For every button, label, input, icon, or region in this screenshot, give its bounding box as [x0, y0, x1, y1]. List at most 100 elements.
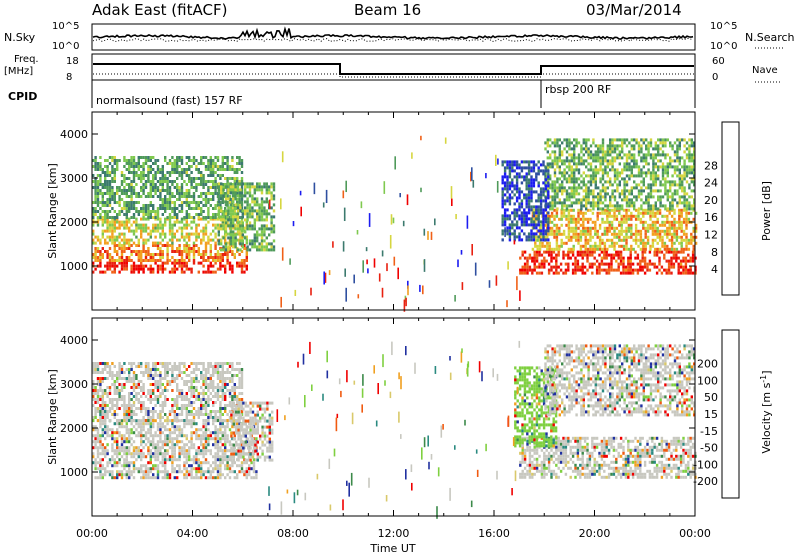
data-cell [634, 235, 638, 239]
data-cell [596, 214, 599, 218]
data-cell [613, 226, 616, 230]
data-cell [190, 220, 193, 224]
data-cell [178, 156, 181, 159]
data-cell [606, 217, 609, 221]
data-cell [173, 207, 176, 210]
data-cell [618, 195, 621, 199]
data-cell [204, 229, 208, 233]
data-cell [132, 189, 136, 192]
data-cell [152, 259, 155, 262]
data-cell [176, 437, 179, 441]
data-cell [542, 223, 545, 227]
data-cell [603, 253, 606, 257]
data-cell [240, 180, 244, 183]
data-cell [611, 183, 614, 187]
data-cell [104, 216, 107, 219]
data-cell [666, 198, 669, 202]
data-cell [555, 262, 558, 266]
data-cell [630, 226, 633, 230]
data-cell [96, 256, 100, 259]
data-cell [125, 446, 128, 450]
data-cell [132, 467, 136, 471]
data-cell [190, 458, 193, 462]
data-cell [565, 156, 569, 160]
data-cell [197, 207, 200, 210]
data-cell [135, 267, 138, 271]
data-cell [195, 189, 198, 192]
data-cell [501, 205, 504, 209]
data-cell [685, 204, 689, 208]
data-cell [224, 221, 228, 225]
data-cell [234, 239, 237, 243]
data-cell [457, 259, 459, 268]
data-cell [207, 422, 210, 426]
data-cell [270, 206, 273, 210]
data-cell [630, 201, 633, 205]
data-cell [599, 159, 602, 163]
data-cell [140, 476, 143, 480]
data-cell [120, 174, 124, 177]
data-cell [212, 171, 215, 174]
data-cell [561, 201, 564, 205]
data-cell [634, 241, 638, 245]
data-cell [212, 229, 215, 233]
data-cell [144, 174, 148, 177]
data-cell [231, 165, 234, 168]
data-cell [585, 138, 588, 142]
data-cell [501, 238, 504, 242]
data-cell [239, 188, 242, 192]
data-cell [188, 446, 191, 450]
data-cell [694, 229, 698, 233]
data-cell [680, 241, 683, 245]
data-cell [207, 210, 210, 213]
data-cell [613, 214, 616, 218]
data-cell [604, 189, 607, 193]
data-cell [567, 232, 571, 236]
data-cell [560, 241, 563, 245]
data-cell [236, 238, 239, 242]
data-cell [630, 211, 633, 215]
data-cell [641, 250, 644, 254]
data-cell [192, 419, 196, 423]
data-cell [682, 250, 685, 254]
data-cell [600, 250, 604, 254]
data-cell [673, 226, 676, 230]
data-cell [656, 226, 659, 230]
data-cell [531, 247, 535, 251]
data-cell [209, 238, 212, 242]
data-cell [123, 156, 126, 159]
nsky-top-tick: 10^5 [52, 21, 79, 32]
data-cell [149, 449, 152, 453]
data-cell [244, 236, 247, 240]
data-cell [183, 452, 186, 456]
data-cell [241, 221, 244, 225]
data-cell [655, 271, 659, 275]
data-cell [570, 186, 573, 190]
data-cell [99, 261, 102, 265]
data-cell [587, 138, 590, 142]
data-cell [140, 174, 143, 177]
data-cell [571, 271, 575, 275]
data-cell [613, 217, 616, 221]
data-cell [601, 201, 605, 205]
data-cell [506, 175, 509, 179]
data-cell [621, 138, 624, 142]
data-cell [474, 262, 477, 276]
data-cell [202, 425, 205, 429]
data-cell [104, 452, 107, 456]
data-cell [508, 217, 512, 221]
data-cell [116, 168, 119, 171]
data-cell [668, 220, 671, 224]
data-cell [232, 230, 235, 234]
data-cell [666, 229, 669, 233]
data-cell [142, 267, 145, 271]
data-cell [190, 467, 193, 471]
data-cell [116, 452, 119, 456]
data-cell [240, 207, 244, 210]
data-cell [693, 150, 696, 154]
data-cell [687, 247, 691, 251]
data-cell [161, 229, 164, 233]
data-cell [234, 215, 237, 219]
data-cell [592, 177, 595, 181]
data-cell [236, 224, 240, 228]
